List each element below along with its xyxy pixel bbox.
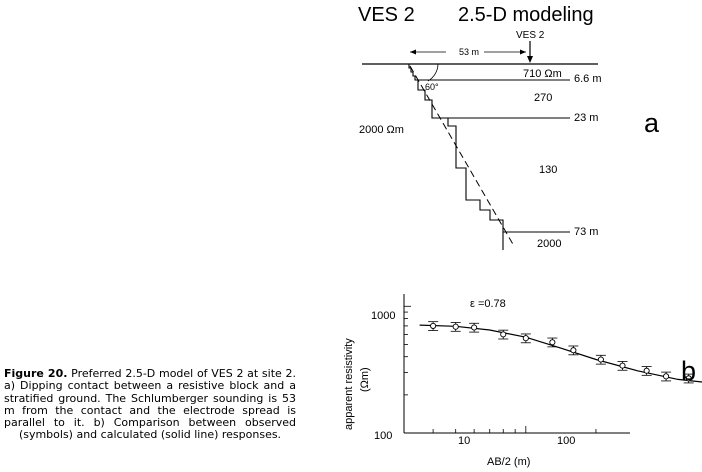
observed-point bbox=[430, 322, 437, 329]
observed-point bbox=[597, 356, 604, 363]
depth-6-6m: 6.6 m bbox=[574, 73, 602, 85]
y-axis-label-line2: (Ωm) bbox=[359, 367, 371, 392]
y-axis-label-line1: apparent resistivity bbox=[343, 338, 355, 430]
observed-point bbox=[500, 331, 507, 338]
dipping-contact-dashed bbox=[409, 65, 515, 247]
observed-point bbox=[471, 324, 478, 331]
observed-point bbox=[522, 335, 529, 342]
chart-title-epsilon: ε =0.78 bbox=[470, 298, 506, 310]
observed-point bbox=[549, 339, 556, 346]
stepped-contact bbox=[406, 63, 504, 250]
calculated-line bbox=[419, 324, 702, 383]
observed-point bbox=[570, 347, 577, 354]
x-axis-label: AB/2 (m) bbox=[487, 456, 530, 468]
observed-series bbox=[428, 321, 694, 384]
observed-point bbox=[452, 323, 459, 330]
resistivity-layer-4: 2000 bbox=[537, 238, 561, 250]
distance-label: 53 m bbox=[459, 47, 479, 57]
panel-letter-b: b bbox=[681, 356, 696, 386]
distance-arrow-right bbox=[520, 49, 526, 55]
y-tick-label-100: 100 bbox=[374, 430, 392, 442]
resistivity-layer-2: 270 bbox=[534, 92, 552, 104]
angle-arc bbox=[427, 63, 439, 82]
panel-letter-a: a bbox=[644, 108, 660, 138]
title-ves2: VES 2 bbox=[358, 4, 415, 26]
title-2-5d-modeling: 2.5-D modeling bbox=[458, 4, 594, 26]
resistivity-layer-3: 130 bbox=[539, 164, 557, 176]
figure-caption: Figure 20. Preferred 2.5-D model of VES … bbox=[4, 367, 296, 442]
x-tick-label-100: 100 bbox=[557, 435, 575, 447]
block-resistivity: 2000 Ωm bbox=[359, 124, 404, 136]
chart-frame bbox=[403, 294, 630, 434]
depth-73m: 73 m bbox=[574, 226, 598, 238]
resistivity-layer-1: 710 Ωm bbox=[523, 68, 562, 80]
observed-point bbox=[663, 373, 670, 380]
observed-point bbox=[643, 367, 650, 374]
panel-b-chart: ε =0.78 1000 100 10 100 AB/2 (m) apparen… bbox=[343, 294, 702, 468]
x-tick-label-10: 10 bbox=[458, 435, 470, 447]
station-label: VES 2 bbox=[516, 30, 545, 41]
distance-label-bg bbox=[446, 46, 484, 57]
angle-label: 60° bbox=[425, 82, 439, 92]
station-arrow-head bbox=[527, 56, 533, 63]
observed-point bbox=[619, 362, 626, 369]
distance-arrow-left bbox=[410, 49, 416, 55]
observed-point bbox=[685, 375, 692, 382]
y-tick-label-1000: 1000 bbox=[371, 310, 395, 322]
caption-label: Figure 20. bbox=[4, 367, 68, 380]
panel-a-model: VES 2 2.5-D modeling VES 2 53 m 60° 710 … bbox=[358, 4, 660, 250]
caption-text: Preferred 2.5-D model of VES 2 at site 2… bbox=[4, 367, 296, 442]
calculated-series bbox=[419, 324, 702, 383]
depth-23m: 23 m bbox=[574, 112, 598, 124]
